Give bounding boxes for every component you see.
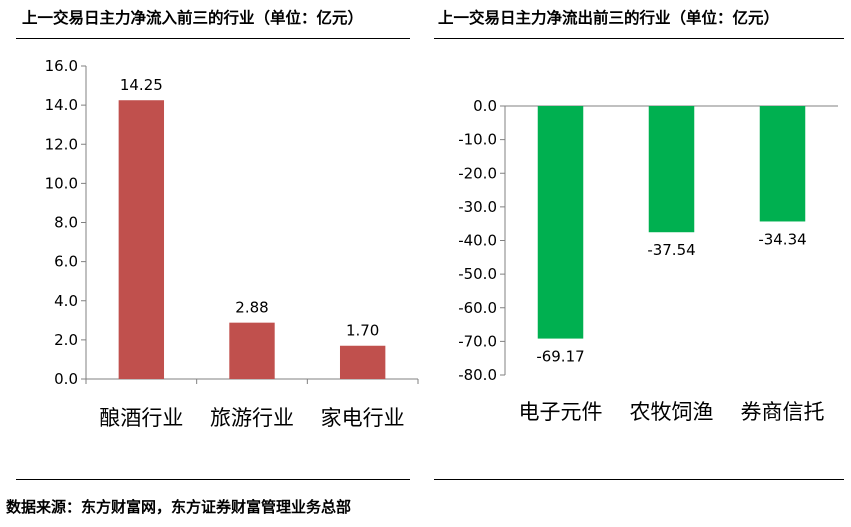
y-tick-label: 12.0	[45, 135, 78, 153]
y-tick-label: 10.0	[45, 174, 78, 192]
y-tick-label: -70.0	[458, 332, 497, 350]
data-label: -37.54	[647, 241, 695, 259]
y-tick-label: -40.0	[458, 232, 497, 250]
left-title-rule	[16, 38, 410, 39]
category-label: 券商信托	[741, 400, 825, 424]
right-chart-title: 上一交易日主力净流出前三的行业（单位：亿元）	[438, 9, 780, 27]
category-label: 农牧饲渔	[630, 400, 714, 424]
y-tick-label: 0.0	[54, 370, 78, 388]
bar	[229, 322, 275, 379]
data-label: 2.88	[235, 299, 268, 317]
y-tick-label: 6.0	[54, 253, 78, 271]
y-tick-label: 2.0	[54, 331, 78, 349]
data-source-note: 数据来源：东方财富网，东方证券财富管理业务总部	[6, 498, 352, 516]
y-tick-label: 0.0	[473, 97, 497, 115]
bar	[759, 106, 806, 222]
data-label: -34.34	[758, 230, 806, 248]
bar	[339, 345, 386, 379]
right-title-rule	[434, 38, 844, 39]
y-tick-label: -80.0	[458, 366, 497, 384]
category-label: 酿酒行业	[99, 406, 183, 430]
y-tick-label: -60.0	[458, 299, 497, 317]
bar	[118, 100, 165, 379]
y-tick-label: 8.0	[54, 214, 78, 232]
y-tick-label: -20.0	[458, 164, 497, 182]
y-tick-label: -50.0	[458, 265, 497, 283]
y-tick-label: 14.0	[45, 96, 78, 114]
data-label: 1.70	[346, 322, 379, 340]
y-tick-label: -30.0	[458, 198, 497, 216]
right-bottom-rule	[434, 479, 844, 480]
bar	[648, 106, 695, 233]
data-label: -69.17	[536, 348, 584, 366]
outflow-bar-chart: 0.0 -10.0 -20.0 -30.0 -40.0 -50.0 -60.0 -70.0 -8…	[458, 97, 838, 424]
category-label: 电子元件	[519, 400, 603, 424]
category-label: 家电行业	[321, 406, 405, 430]
bar	[537, 106, 584, 339]
category-label: 旅游行业	[210, 406, 294, 430]
y-tick-label: -10.0	[458, 131, 497, 149]
left-chart-title: 上一交易日主力净流入前三的行业（单位：亿元）	[22, 9, 364, 27]
data-label: 14.25	[120, 76, 163, 94]
y-tick-label: 16.0	[45, 57, 78, 75]
left-bottom-rule	[16, 479, 410, 480]
inflow-bar-chart: 0.0 2.0 4.0 6.0 8.0 10.0 12.0 14.0 16.0 14.25 酿酒行业…	[45, 57, 419, 430]
y-tick-label: 4.0	[54, 292, 78, 310]
